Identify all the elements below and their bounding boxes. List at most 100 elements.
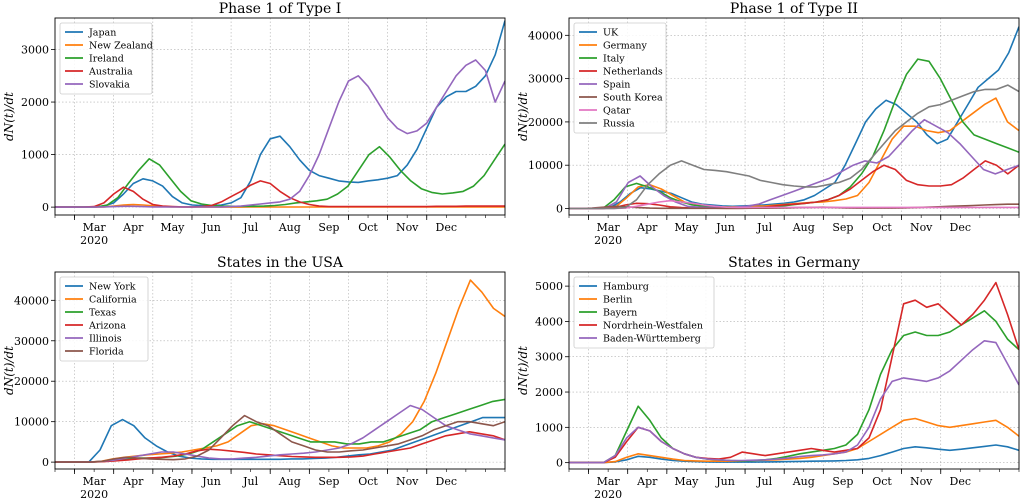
legend-entry: UK <box>603 28 619 39</box>
series-line-uk <box>569 26 1019 210</box>
series-line-bayern <box>569 309 1019 464</box>
chart-title: States in Germany <box>728 255 860 271</box>
series-line-australia <box>55 180 505 208</box>
x-tick-label: Nov <box>910 475 933 488</box>
plot-area-frame <box>54 271 506 470</box>
legend: UK Germany Italy Netherlands Spain South Kore… <box>573 22 667 134</box>
chart-title: Phase 1 of Type I <box>219 1 342 17</box>
legend: Hamburg Berlin Bayern Nordrhein-Westfalen Ba… <box>573 276 715 349</box>
chart-panel-2: Phase 1 of Type II 0 10000 20000 30000 40000 M… <box>516 1 1020 247</box>
plot-area-frame <box>54 17 506 216</box>
x-tick-label: Aug <box>278 221 301 234</box>
x-tick-label: Nov <box>396 475 419 488</box>
y-tick-label: 1000 <box>21 149 49 162</box>
legend-entry: Texas <box>89 308 116 319</box>
y-tick-label: 5000 <box>535 280 563 293</box>
series-line-russia <box>569 84 1019 210</box>
x-tick-label: Jul <box>242 475 258 488</box>
y-tick-label: 3000 <box>21 44 49 57</box>
y-tick-label: 4000 <box>535 315 563 328</box>
series-line-florida <box>55 414 505 463</box>
x-year-label: 2020 <box>80 234 108 247</box>
y-tick-label: 0 <box>556 203 563 216</box>
series-line-qatar <box>569 199 1019 210</box>
x-tick-label: Aug <box>278 475 301 488</box>
x-tick-label: Jun <box>715 221 735 234</box>
x-tick-label: Jul <box>756 475 772 488</box>
legend-entry: Berlin <box>603 295 632 306</box>
x-tick-label: Mar <box>83 221 107 234</box>
chart-title: Phase 1 of Type II <box>730 1 858 17</box>
chart-panel-1: Phase 1 of Type I 0 1000 2000 3000 Mar Apr May J… <box>2 1 506 247</box>
x-tick-label: Mar <box>83 475 107 488</box>
legend-entry: California <box>89 295 137 306</box>
x-tick-label: Dec <box>950 475 972 488</box>
y-tick-label: 30000 <box>14 335 49 348</box>
legend-entry: Spain <box>603 80 630 91</box>
x-tick-label: Sep <box>832 221 853 234</box>
x-tick-label: Sep <box>318 475 339 488</box>
y-axis-label: dN(t)/dt <box>516 92 530 141</box>
legend: New York California Texas Arizona Illinois Fl… <box>59 276 149 362</box>
y-tick-label: 0 <box>42 456 49 469</box>
legend-entry: Germany <box>603 41 648 52</box>
y-tick-label: 1000 <box>535 421 563 434</box>
x-tick-label: Sep <box>318 221 339 234</box>
chart-panel-4: States in Germany 0 1000 2000 3000 4000 5000 Ma… <box>516 255 1020 500</box>
x-tick-label: Apr <box>122 221 144 234</box>
x-year-label: 2020 <box>594 488 622 500</box>
legend-entry: Italy <box>603 54 625 65</box>
x-tick-label: Jul <box>756 221 772 234</box>
y-tick-label: 10000 <box>14 416 49 429</box>
legend-entry: Hamburg <box>603 282 649 293</box>
series-line-slovakia <box>55 59 505 208</box>
legend-entry: Bayern <box>603 308 637 319</box>
x-tick-label: May <box>674 475 699 488</box>
x-tick-label: Dec <box>950 221 972 234</box>
series-line-berlin <box>569 417 1019 464</box>
x-tick-label: Nov <box>396 221 419 234</box>
x-tick-label: Jul <box>242 221 258 234</box>
x-tick-label: Oct <box>872 221 892 234</box>
series-line-texas <box>55 398 505 463</box>
series-line-baden-w-rttemberg <box>569 339 1019 464</box>
chart-title: States in the USA <box>217 255 344 271</box>
chart-panel-3: States in the USA 0 10000 20000 30000 40000 Ma… <box>2 255 506 500</box>
y-tick-label: 2000 <box>535 386 563 399</box>
x-tick-label: Jun <box>201 475 221 488</box>
y-axis-label: dN(t)/dt <box>516 346 530 395</box>
series-line-hamburg <box>569 444 1019 464</box>
legend-entry: Baden-Württemberg <box>603 334 701 345</box>
x-tick-label: Nov <box>910 221 933 234</box>
series-line-spain <box>569 118 1019 210</box>
x-tick-label: Aug <box>792 475 815 488</box>
legend-entry: Arizona <box>88 321 126 332</box>
legend-entry: Slovakia <box>89 80 130 91</box>
y-tick-label: 20000 <box>528 116 563 129</box>
legend-entry: Ireland <box>89 54 124 65</box>
x-tick-label: Oct <box>358 221 378 234</box>
x-tick-label: May <box>674 221 699 234</box>
legend-entry: Florida <box>89 347 124 358</box>
x-tick-label: Jun <box>715 475 735 488</box>
series-line-ireland <box>55 143 505 208</box>
legend-box <box>59 276 149 362</box>
y-tick-label: 30000 <box>528 73 563 86</box>
x-year-label: 2020 <box>594 234 622 247</box>
x-tick-label: Dec <box>436 475 458 488</box>
series-line-netherlands <box>569 160 1019 210</box>
y-tick-label: 0 <box>42 201 49 214</box>
x-tick-label: Oct <box>872 475 892 488</box>
y-tick-label: 3000 <box>535 351 563 364</box>
y-tick-label: 40000 <box>14 294 49 307</box>
x-tick-label: Apr <box>636 475 658 488</box>
x-tick-label: Aug <box>792 221 815 234</box>
legend-entry: Netherlands <box>603 67 663 78</box>
x-tick-label: Apr <box>636 221 658 234</box>
x-tick-label: Jun <box>201 221 221 234</box>
legend: Japan New Zealand Ireland Australia Slovakia <box>59 22 153 95</box>
x-tick-label: Apr <box>122 475 144 488</box>
x-tick-label: May <box>160 475 185 488</box>
x-tick-label: Oct <box>358 475 378 488</box>
